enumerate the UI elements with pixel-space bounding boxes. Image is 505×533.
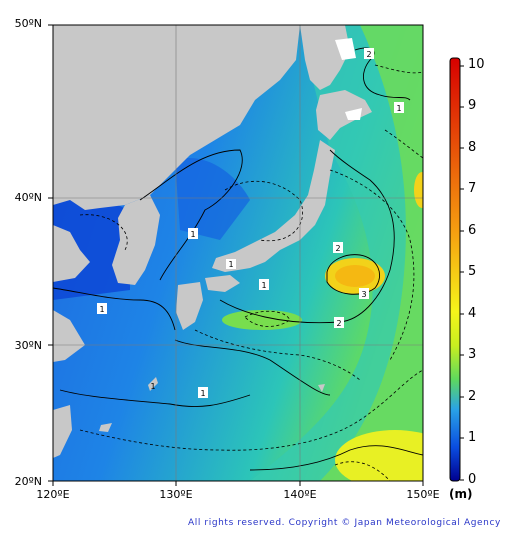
colorbar-tick-label: 5 <box>468 264 477 279</box>
contour-label: 1 <box>228 260 233 269</box>
longitude-label: 150ºE <box>406 488 440 501</box>
colorbar-tick-label: 7 <box>468 181 477 196</box>
longitude-label: 130ºE <box>159 488 193 501</box>
contour-label-box <box>394 102 404 113</box>
contour-label: 1 <box>150 382 155 391</box>
colorbar-tick-label: 3 <box>468 347 477 362</box>
colorbar-tick-label: 2 <box>468 389 477 404</box>
colorbar-tick-label: 6 <box>468 223 477 238</box>
copyright-notice: All rights reserved. Copyright © Japan M… <box>188 518 501 528</box>
contour-label: 1 <box>200 389 205 398</box>
contour-label: 2 <box>335 244 340 253</box>
colorbar-tick-label: 0 <box>468 472 477 487</box>
longitude-label: 120ºE <box>36 488 70 501</box>
contour-label-box <box>359 288 369 299</box>
colorbar-unit: (m) <box>449 487 473 501</box>
contour-label: 3 <box>361 290 366 299</box>
colorbar-tick-label: 10 <box>468 57 485 72</box>
longitude-label: 140ºE <box>283 488 317 501</box>
contour-label: 1 <box>190 230 195 239</box>
contour-label-box <box>333 242 343 253</box>
latitude-label: 30ºN <box>14 339 42 352</box>
contour-label: 2 <box>366 50 371 59</box>
contour-label-box <box>226 259 236 269</box>
colorbar-tick-label: 4 <box>468 306 477 321</box>
contour-label: 1 <box>261 281 266 290</box>
colorbar-tick-label: 9 <box>468 98 477 113</box>
contour-label-box <box>188 228 198 239</box>
colorbar-tick-label: 8 <box>468 140 477 155</box>
contour-label-box <box>198 387 208 398</box>
contour-label-box <box>334 317 344 328</box>
map-frame <box>52 24 424 482</box>
colorbar <box>449 57 464 482</box>
contour-label-box <box>259 279 269 290</box>
contour-label: 1 <box>99 305 104 314</box>
latitude-label: 50ºN <box>14 17 42 30</box>
contour-label: 1 <box>396 104 401 113</box>
latitude-label: 40ºN <box>14 191 42 204</box>
latitude-label: 20ºN <box>14 475 42 488</box>
colorbar-tick-label: 1 <box>468 430 477 445</box>
contour-label-box <box>97 303 107 314</box>
contour-label: 2 <box>336 319 341 328</box>
contour-label-box <box>364 48 374 59</box>
